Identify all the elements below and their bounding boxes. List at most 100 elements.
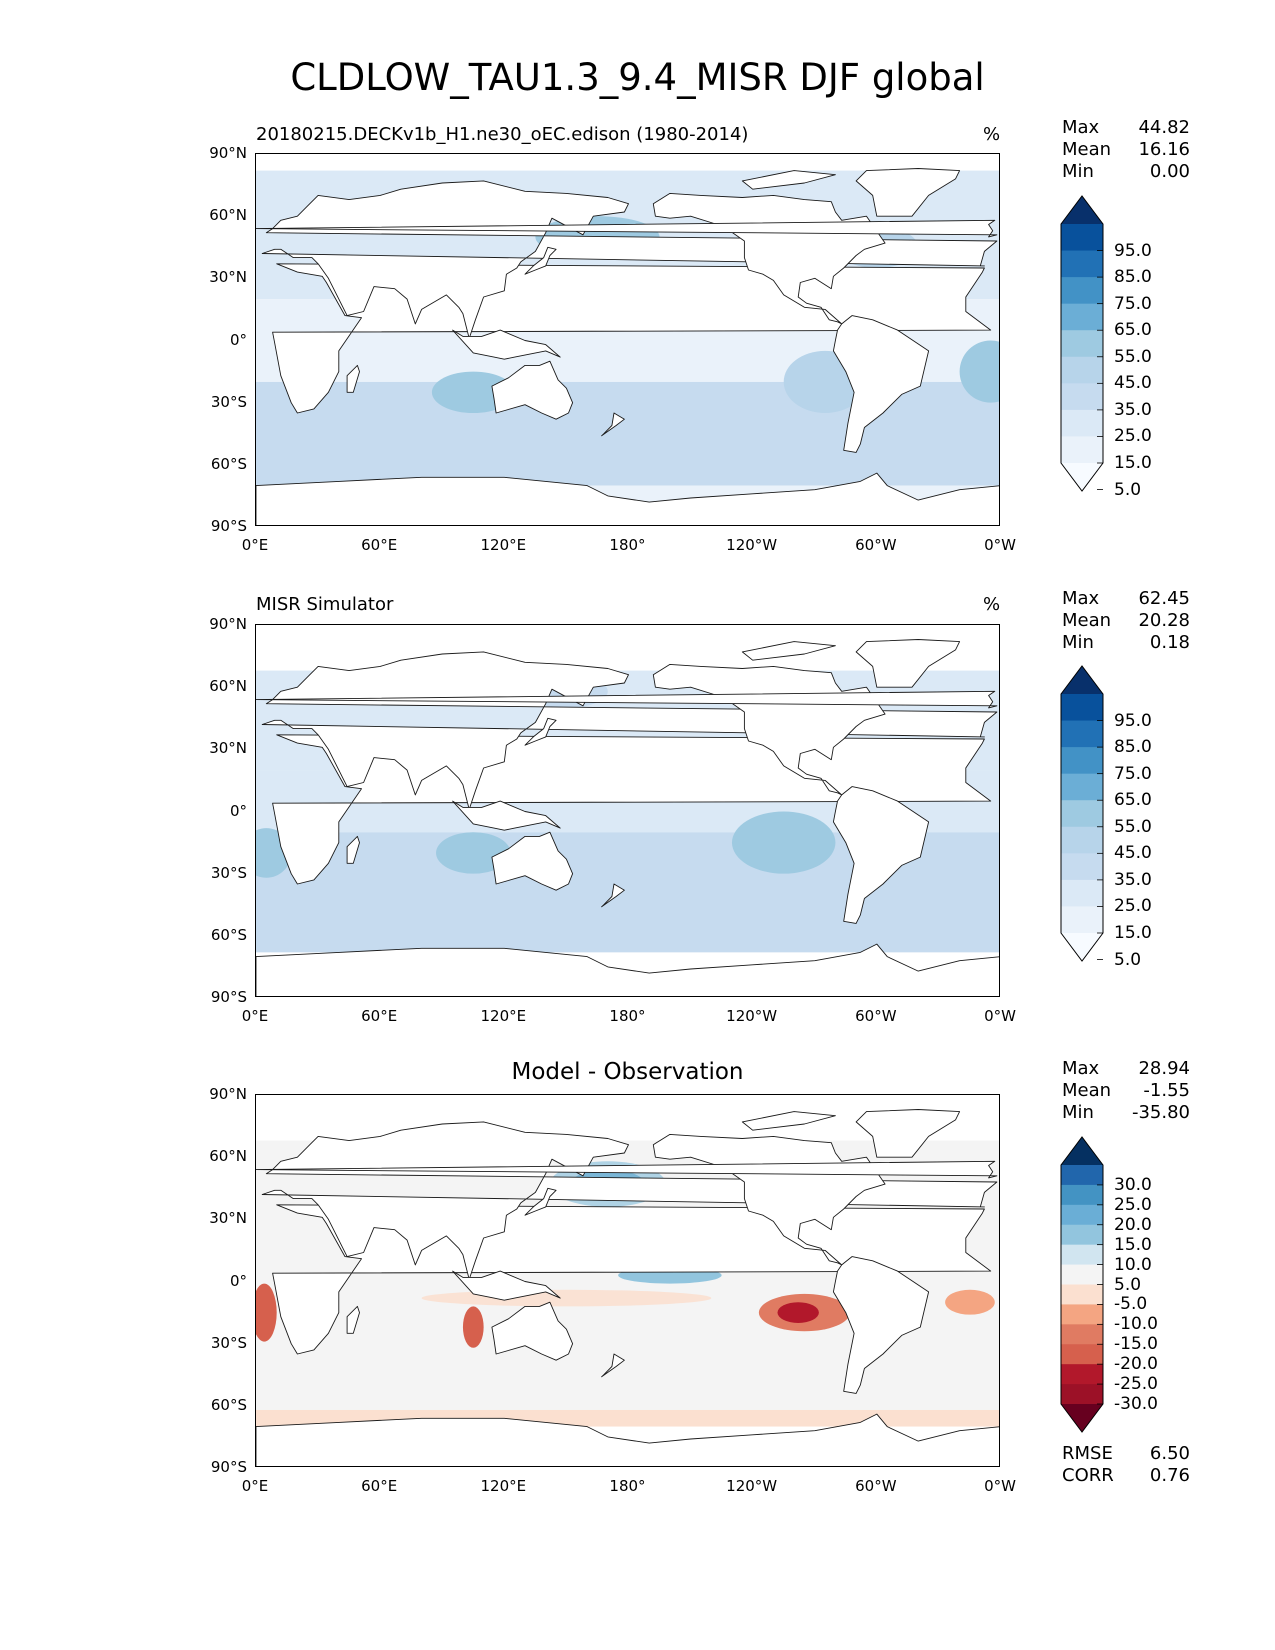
- colorbar-tick-label: 45.0: [1114, 843, 1152, 864]
- lon-tick: 120°W: [726, 536, 778, 554]
- coastline-eurasia: [261, 1121, 998, 1280]
- colorbar-box: [1061, 1364, 1103, 1385]
- coastline-japan: [524, 246, 557, 275]
- colorbar-box: [1061, 1224, 1103, 1246]
- lat-tick: 30°S: [210, 392, 247, 411]
- colorbar-box: [1061, 853, 1103, 881]
- coastline-indonesia: [452, 800, 561, 831]
- coastline-greenland: [855, 639, 961, 688]
- coastline-australia: [491, 360, 574, 420]
- stat-max: Max 44.82: [1062, 117, 1190, 138]
- coastline-southAmerica: [832, 315, 930, 453]
- coastline-uk: [256, 1160, 998, 1179]
- lon-tick: 60°W: [855, 1477, 897, 1495]
- colorbar-tick-label: 75.0: [1114, 763, 1152, 784]
- colorbar-box: [1061, 1264, 1103, 1285]
- colorbar-box: [1061, 409, 1103, 437]
- stat-corr: CORR 0.76: [1062, 1465, 1190, 1486]
- colorbar-extend-bottom: [1061, 463, 1103, 491]
- panel-2-stats: Max 62.45 Mean 20.28 Min 0.18: [1062, 588, 1190, 654]
- field-cloud-se-indian: [431, 371, 515, 414]
- colorbar-tick-label: 15.0: [1114, 453, 1152, 473]
- colorbar-box: [1061, 1284, 1103, 1305]
- colorbar-box: [1061, 1165, 1103, 1186]
- colorbar-extend-top: [1061, 666, 1103, 694]
- colorbar-tick-label: 5.0: [1114, 479, 1142, 500]
- coastline-madagascar: [346, 1305, 360, 1334]
- lat-tick: 90°S: [210, 988, 247, 1006]
- lat-tick: 0°: [229, 330, 247, 349]
- coastline-southAmerica: [832, 1256, 930, 1394]
- colorbar-box: [1061, 330, 1103, 358]
- stat-max: Max 28.94: [1062, 1058, 1190, 1079]
- no-data-band-north: [256, 154, 999, 171]
- lat-tick: 60°S: [210, 925, 247, 944]
- stat-mean: Mean 20.28: [1062, 610, 1190, 631]
- lon-tick: 120°W: [726, 1477, 778, 1495]
- lon-tick: 60°E: [361, 536, 398, 554]
- colorbar-tick-label: -30.0: [1114, 1394, 1158, 1414]
- lat-tick: 60°S: [210, 454, 247, 473]
- colorbar-box: [1061, 383, 1103, 411]
- colorbar-box: [1061, 303, 1103, 331]
- coastline-arcticIslands: [741, 641, 836, 661]
- coastline-greenland: [855, 1109, 961, 1158]
- lon-tick: 0°W: [984, 1477, 1016, 1495]
- figure-title: CLDLOW_TAU1.3_9.4_MISR DJF global: [290, 56, 985, 99]
- lon-tick: 0°E: [241, 1007, 269, 1025]
- coastline-southAmerica: [832, 786, 930, 924]
- colorbar-box: [1061, 1324, 1103, 1345]
- coastline-arcticIslands: [741, 170, 836, 190]
- colorbar-extend-bottom: [1061, 933, 1103, 961]
- colorbar-box: [1061, 1184, 1103, 1206]
- colorbar-box: [1061, 747, 1103, 775]
- lon-tick: 60°E: [361, 1477, 398, 1495]
- coastline-nz: [601, 412, 625, 437]
- colorbar-tick-label: 55.0: [1114, 346, 1152, 367]
- coastline-madagascar: [346, 364, 360, 393]
- field-cloud-se-atlantic: [959, 340, 999, 403]
- panel-3-map: [255, 1094, 1000, 1467]
- coastline-uk: [256, 690, 998, 709]
- lat-tick: 90°S: [210, 517, 247, 535]
- colorbar-tick-label: 25.0: [1114, 896, 1152, 917]
- field-diff-africa-west: [256, 1283, 277, 1342]
- colorbar-box: [1061, 356, 1103, 384]
- colorbar-tick-label: 15.0: [1114, 1234, 1152, 1255]
- lon-tick: 0°E: [241, 1477, 269, 1495]
- coastline-madagascar: [346, 835, 360, 864]
- panel-1-stats: Max 44.82 Mean 16.16 Min 0.00: [1062, 117, 1190, 183]
- colorbar-box: [1061, 800, 1103, 828]
- panel-3-extra-stats: RMSE 6.50 CORR 0.76: [1062, 1443, 1190, 1487]
- colorbar-box: [1061, 1204, 1103, 1226]
- colorbar-extend-top: [1061, 196, 1103, 224]
- lat-tick: 30°S: [210, 863, 247, 882]
- lon-tick: 180°: [609, 1007, 646, 1025]
- coastline-uk: [256, 219, 998, 238]
- lon-tick: 0°W: [984, 1007, 1016, 1025]
- lon-tick: 120°E: [480, 1477, 527, 1495]
- colorbar-box: [1061, 1384, 1103, 1405]
- lon-tick: 60°E: [361, 1007, 398, 1025]
- lat-tick: 0°: [229, 1271, 247, 1290]
- colorbar-tick-label: -5.0: [1114, 1294, 1148, 1315]
- field-diff-aus-west: [462, 1306, 484, 1348]
- panel-2-map: [255, 624, 1000, 997]
- panel-1-unit: %: [983, 124, 1001, 145]
- stat-min: Min 0.00: [1062, 161, 1190, 182]
- lat-tick: 30°S: [210, 1333, 247, 1352]
- panel-1-title: 20180215.DECKv1b_H1.ne30_oEC.edison (198…: [256, 124, 749, 145]
- colorbar-tick-label: 45.0: [1114, 373, 1152, 394]
- colorbar-extend-bottom: [1061, 1404, 1103, 1432]
- lon-tick: 120°E: [480, 536, 527, 554]
- colorbar-tick-label: 5.0: [1114, 1274, 1142, 1295]
- lat-tick: 30°N: [209, 1209, 247, 1228]
- field-cloud-se-indian: [436, 832, 511, 874]
- colorbar-tick-label: 25.0: [1114, 1194, 1152, 1215]
- stat-mean: Mean -1.55: [1062, 1080, 1190, 1101]
- colorbar-tick-label: 75.0: [1114, 293, 1152, 314]
- lon-tick: 120°E: [480, 1007, 527, 1025]
- colorbar-tick-label: -15.0: [1114, 1334, 1158, 1355]
- coastline-antarctica: [256, 472, 999, 525]
- stat-min: Min 0.18: [1062, 632, 1190, 653]
